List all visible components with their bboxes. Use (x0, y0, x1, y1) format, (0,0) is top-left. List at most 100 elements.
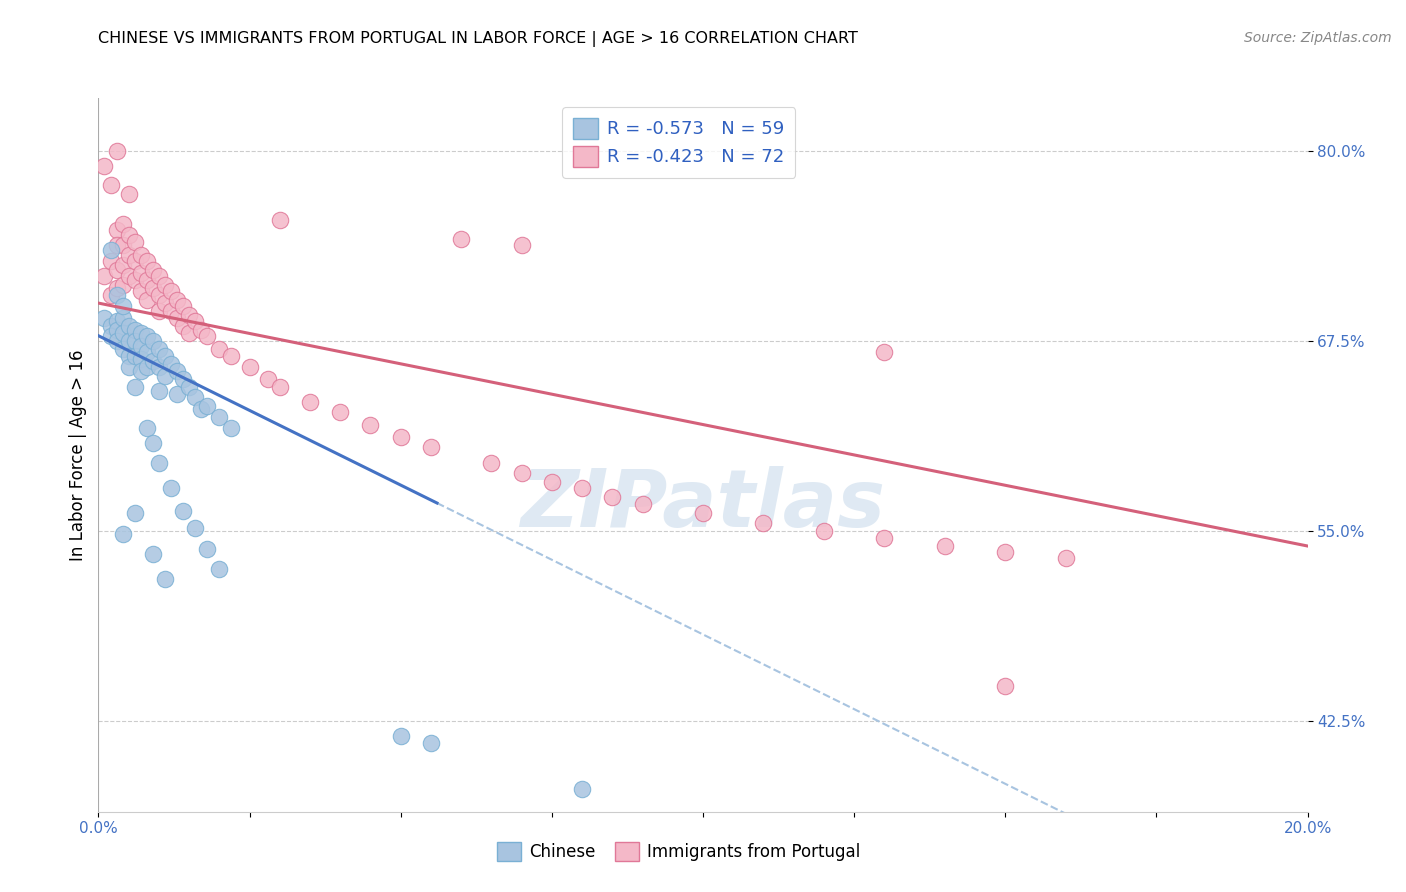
Point (160, 284, 183, 298)
Point (105, 334, 128, 348)
Point (239, 359, 262, 374)
Point (118, 318, 141, 333)
Point (142, 334, 165, 348)
Point (129, 266, 152, 280)
Point (571, 781, 593, 796)
Point (124, 323, 146, 337)
Point (208, 409, 231, 424)
Point (129, 284, 152, 298)
Point (105, 288, 128, 302)
Point (160, 357, 183, 371)
Point (269, 212, 291, 227)
Point (752, 516, 775, 531)
Point (118, 359, 141, 374)
Point (111, 299, 134, 313)
Point (129, 338, 152, 352)
Point (124, 349, 146, 363)
Point (105, 262, 128, 277)
Point (510, 466, 533, 480)
Point (934, 539, 956, 553)
Point (118, 334, 141, 348)
Point (166, 293, 188, 307)
Point (129, 352, 152, 367)
Point (184, 521, 207, 535)
Point (124, 273, 146, 287)
Point (195, 542, 218, 557)
Point (184, 390, 207, 404)
Point (129, 326, 152, 341)
Point (389, 430, 412, 444)
Point (1054, 551, 1077, 566)
Point (153, 277, 176, 292)
Point (142, 547, 165, 561)
Point (135, 359, 157, 374)
Point (129, 364, 152, 378)
Legend: Chinese, Immigrants from Portugal: Chinese, Immigrants from Portugal (491, 835, 868, 868)
Point (166, 387, 188, 401)
Point (450, 232, 472, 246)
Point (148, 303, 170, 318)
Point (540, 475, 562, 490)
Point (419, 440, 441, 454)
Point (148, 359, 170, 374)
Point (100, 318, 122, 333)
Point (105, 238, 128, 252)
Point (148, 456, 170, 470)
Point (142, 353, 165, 368)
Point (184, 314, 207, 328)
Point (256, 372, 278, 386)
Point (100, 253, 122, 268)
Point (118, 227, 141, 242)
Point (118, 349, 141, 363)
Point (129, 247, 152, 261)
Point (111, 258, 134, 272)
Point (994, 545, 1017, 559)
Point (118, 247, 141, 261)
Point (269, 379, 291, 393)
Point (148, 342, 170, 356)
Point (148, 288, 170, 302)
Point (299, 394, 322, 409)
Point (153, 349, 176, 363)
Point (172, 318, 194, 333)
Point (419, 736, 441, 750)
Point (631, 496, 654, 510)
Point (172, 504, 194, 518)
Point (813, 524, 835, 538)
Point (93, 160, 115, 174)
Point (692, 506, 714, 520)
Point (208, 342, 231, 356)
Point (221, 420, 243, 434)
Point (124, 379, 146, 393)
Point (208, 562, 231, 576)
Point (135, 273, 157, 287)
Point (190, 323, 212, 337)
Point (111, 217, 134, 231)
Point (100, 178, 122, 192)
Point (135, 329, 157, 343)
Point (105, 145, 128, 159)
Point (148, 384, 170, 399)
Point (195, 329, 218, 343)
Text: CHINESE VS IMMIGRANTS FROM PORTUGAL IN LABOR FORCE | AGE > 16 CORRELATION CHART: CHINESE VS IMMIGRANTS FROM PORTUGAL IN L… (98, 31, 858, 47)
Point (160, 481, 183, 495)
Point (153, 368, 176, 383)
Point (100, 288, 122, 302)
Point (329, 405, 352, 419)
Point (873, 344, 896, 359)
Point (602, 491, 624, 505)
Point (105, 281, 128, 295)
Point (153, 573, 176, 587)
Point (148, 268, 170, 283)
Point (135, 420, 157, 434)
Point (111, 342, 134, 356)
Point (153, 296, 176, 310)
Point (166, 364, 188, 378)
Point (994, 679, 1017, 693)
Text: ZIPatlas: ZIPatlas (520, 466, 886, 544)
Point (160, 303, 183, 318)
Point (481, 456, 503, 470)
Point (118, 268, 141, 283)
Point (195, 400, 218, 414)
Point (135, 253, 157, 268)
